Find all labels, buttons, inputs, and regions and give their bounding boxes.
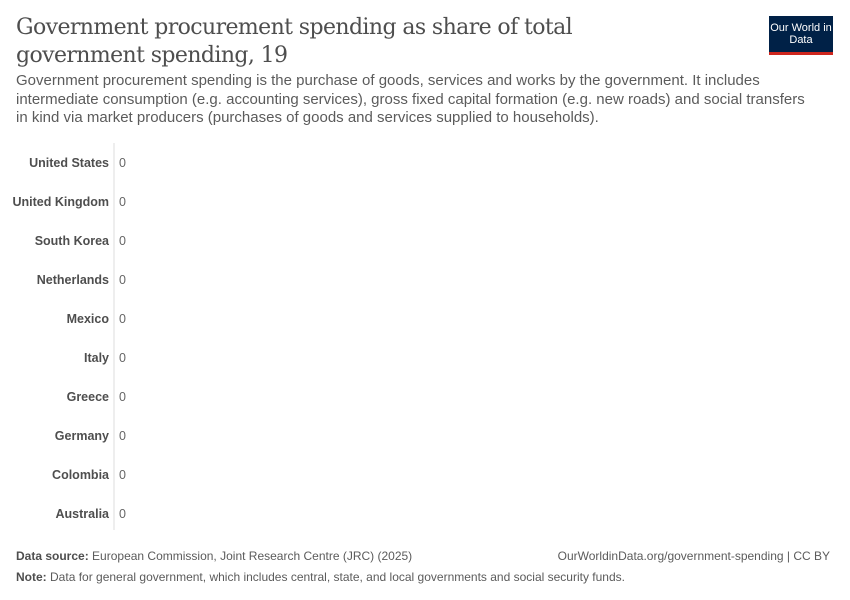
- category-label: Australia: [56, 507, 111, 521]
- owid-logo[interactable]: Our World in Data: [769, 16, 833, 55]
- category-label: United States: [29, 156, 109, 170]
- value-label: 0: [119, 156, 126, 170]
- note-text: Data for general government, which inclu…: [50, 570, 625, 584]
- chart-title: Government procurement spending as share…: [16, 15, 573, 68]
- value-label: 0: [119, 507, 126, 521]
- category-label: United Kingdom: [12, 195, 109, 209]
- category-label: Mexico: [67, 312, 110, 326]
- chart-subtitle: Government procurement spending is the p…: [16, 72, 805, 126]
- value-label: 0: [119, 273, 126, 287]
- data-source: Data source: European Commission, Joint …: [16, 549, 412, 563]
- note-label: Note:: [16, 570, 47, 584]
- logo-text: Our World in Data: [770, 22, 832, 46]
- value-label: 0: [119, 390, 126, 404]
- source-text[interactable]: European Commission, Joint Research Cent…: [92, 549, 413, 563]
- note: Note: Data for general government, which…: [16, 570, 625, 584]
- category-label: Colombia: [52, 468, 110, 482]
- category-label: Italy: [84, 351, 109, 365]
- value-label: 0: [119, 195, 126, 209]
- value-label: 0: [119, 351, 126, 365]
- value-label: 0: [119, 234, 126, 248]
- source-url[interactable]: OurWorldinData.org/government-spending |…: [557, 549, 830, 563]
- source-label: Data source:: [16, 549, 89, 563]
- category-label: Greece: [67, 390, 109, 404]
- value-label: 0: [119, 429, 126, 443]
- category-label: Netherlands: [37, 273, 109, 287]
- value-label: 0: [119, 312, 126, 326]
- category-label: South Korea: [35, 234, 110, 248]
- value-label: 0: [119, 468, 126, 482]
- category-label: Germany: [55, 429, 109, 443]
